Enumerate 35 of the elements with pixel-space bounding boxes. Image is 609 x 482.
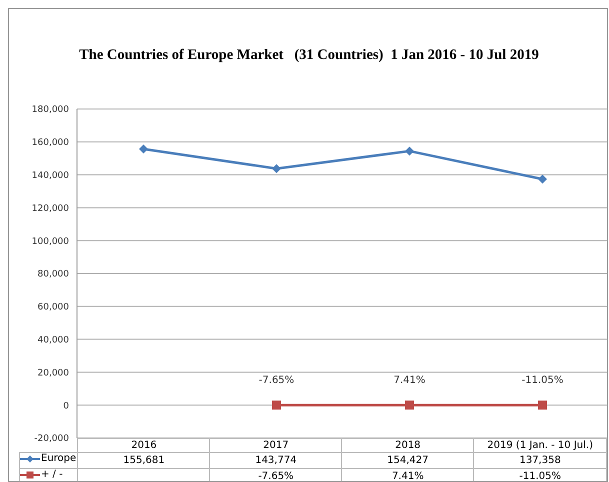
- point: [405, 146, 414, 156]
- annotation: -11.05%: [522, 375, 564, 386]
- data-label: 137,358: [474, 452, 606, 468]
- point: [405, 400, 414, 410]
- chart-title: The Countries of Europe Market (31 Countries) 1 Jan 2016 - 10 Jul 2019: [78, 47, 540, 64]
- data-label: 154,427: [342, 452, 474, 468]
- y-tick-label: -20,000: [34, 434, 70, 444]
- data-label: -11.05%: [474, 468, 606, 482]
- x-tick-label: 2019 (1 Jan. - 10 Jul.): [474, 438, 606, 452]
- legend-label: Europe: [40, 453, 76, 465]
- data-label: 7.41%: [342, 468, 474, 482]
- annotation: -7.65%: [258, 375, 294, 386]
- x-tick-label: 2018: [342, 438, 474, 452]
- annotation: 7.41%: [394, 375, 426, 386]
- y-tick-label: 0: [63, 401, 70, 412]
- point: [538, 174, 547, 184]
- point: [538, 400, 547, 410]
- data-label: 143,774: [210, 452, 342, 468]
- y-tick-label: 160,000: [32, 138, 70, 148]
- x-tick-label: 2017: [210, 438, 342, 452]
- data-label: -7.65%: [210, 468, 342, 482]
- y-tick-label: 60,000: [38, 302, 70, 313]
- y-tick-label: 40,000: [38, 335, 70, 346]
- y-tick-label: 20,000: [38, 368, 70, 378]
- y-tick-label: 100,000: [32, 236, 70, 247]
- y-tick-label: 80,000: [38, 270, 70, 280]
- y-tick-label: 180,000: [32, 105, 70, 116]
- y-tick-label: 140,000: [32, 170, 70, 181]
- x-tick-label: 2016: [78, 438, 210, 452]
- y-tick-label: 120,000: [32, 204, 70, 214]
- data-label: 155,681: [78, 452, 210, 468]
- legend-label: + / -: [40, 469, 63, 481]
- point: [139, 144, 148, 154]
- point: [272, 164, 281, 174]
- point: [272, 400, 281, 410]
